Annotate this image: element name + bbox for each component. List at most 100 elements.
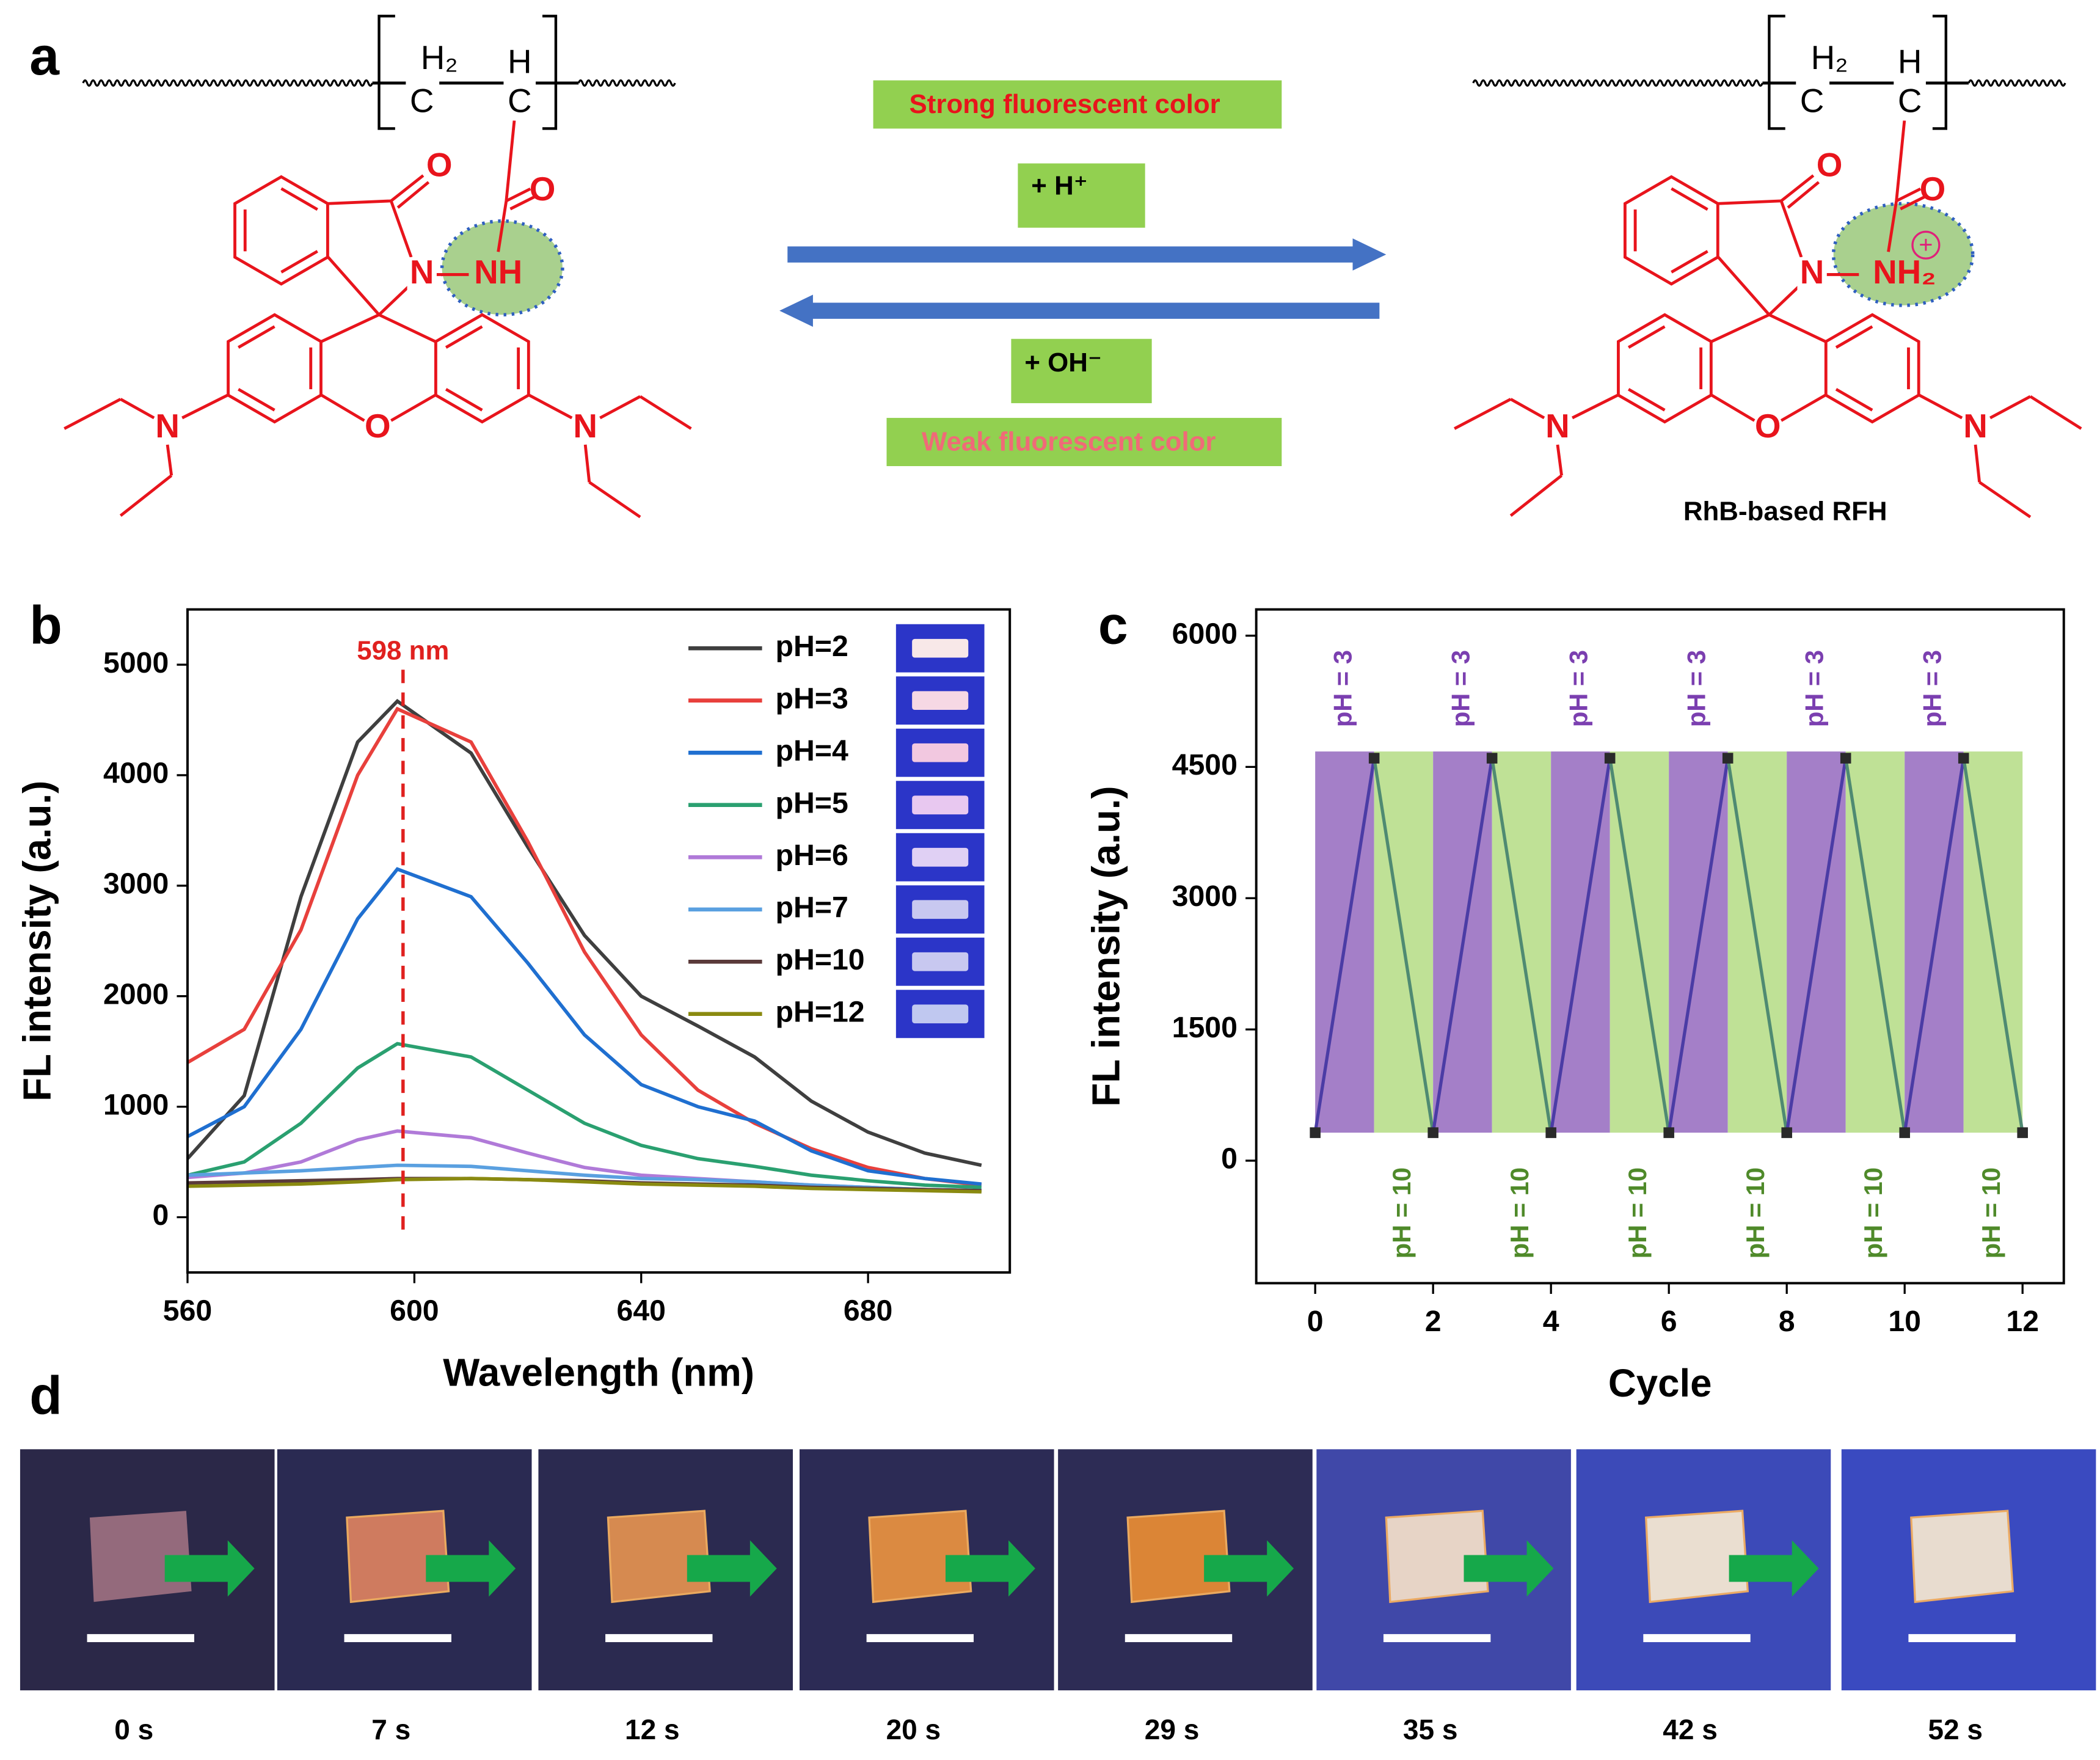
polymer-chain [1967,79,2066,87]
bond [1978,481,2032,519]
y-tick-label: 6000 [1172,617,1238,650]
legend-label: pH=10 [776,943,865,976]
cycle-point [1663,1127,1674,1138]
y-tick-label: 1500 [1172,1011,1238,1044]
panel-label: a [29,26,60,86]
atom-label: O [426,146,453,184]
scale-bar [344,1634,451,1643]
bond [445,325,483,349]
ring [233,175,329,286]
ph-label: pH = 3 [1564,650,1592,727]
bond [166,444,173,476]
y-tick-label: 2000 [103,977,169,1010]
atom-label: H₂ [1811,38,1848,76]
bond [1510,398,1545,420]
bond [321,313,380,343]
cycle-point [1368,753,1380,764]
condition-top: Strong fluorescent color [910,89,1220,119]
bond [1671,250,1708,274]
time-label: 7 s [371,1714,410,1745]
bond [1572,393,1619,420]
ph-label: pH = 10 [1741,1167,1770,1258]
bond [328,199,392,205]
atom-label: O [1920,170,1946,208]
ph-label: pH = 3 [1446,650,1475,727]
cycle-point [1310,1127,1321,1138]
bond [1717,256,1771,316]
bond [1900,195,1925,211]
bond [377,285,410,316]
condition-bottom: Weak fluorescent color [922,426,1216,456]
bond [119,474,173,517]
bond [639,395,692,430]
spectrum-line [186,699,982,1167]
ring [434,313,530,424]
ph-label: pH = 3 [1682,650,1710,727]
time-label: 52 s [1928,1714,1983,1745]
spectrum-line [187,1177,982,1194]
bracket [542,15,558,130]
charge-circle [1911,230,1941,260]
atom-bg [1895,86,1925,121]
bond [1509,474,1563,517]
cycle-point [1427,1127,1438,1138]
x-axis-title: Wavelength (nm) [443,1351,754,1395]
legend-strip [912,743,969,762]
cycle-point [1958,753,1969,764]
y-tick-label: 3000 [1172,880,1238,913]
y-tick-label: 1000 [103,1088,169,1121]
time-label: 35 s [1403,1714,1458,1745]
y-tick-label: 4500 [1172,748,1238,781]
legend-strip [912,847,969,867]
bond [528,393,573,420]
y-tick-label: 0 [152,1199,169,1232]
cycle-line [1726,758,1788,1133]
atom-label: H [1898,43,1922,81]
cycle-point [2017,1127,2028,1138]
bond [1768,285,1800,316]
bond [588,481,641,519]
legend-label: pH=7 [776,891,848,924]
bond [1895,120,1906,202]
legend-label: pH=2 [776,630,848,663]
atom-bg [1797,257,1827,292]
panel-label: d [29,1365,62,1425]
x-tick-label: 640 [617,1294,666,1327]
bond [321,393,365,422]
bond [1780,393,1826,422]
bond [1768,313,1826,343]
bond [1895,187,1922,203]
charge: + [1919,232,1933,258]
atom-label: C [410,81,434,119]
y-tick-label: 5000 [103,646,169,679]
ph-label: pH = 10 [1977,1167,2005,1258]
atom-label: O [530,170,556,208]
cycle-line [1844,758,1906,1133]
product-name: RhB-based RFH [1683,496,1887,526]
atom-bg [1797,86,1827,121]
bond [390,174,425,202]
legend-label: pH=6 [776,839,848,872]
x-tick-label: 560 [163,1294,212,1327]
cycle-line [1313,758,1376,1133]
atom-label: O [1755,407,1781,445]
time-label: 12 s [625,1714,680,1745]
polymer-chain [82,79,374,87]
atom-label: C [1800,81,1825,119]
cycle-point [1545,1127,1556,1138]
y-tick-label: 0 [1221,1142,1238,1175]
panel-label: c [1098,596,1128,655]
arrow-back [779,294,1380,327]
polymer-chain [577,79,676,87]
ring [227,313,323,424]
bond [238,325,275,349]
time-label: 20 s [886,1714,941,1745]
atom-label: O [365,407,391,445]
atom-bg [505,86,534,121]
bond [327,256,381,316]
legend-label: pH=3 [776,682,848,715]
cycle-point [1840,753,1851,764]
cycle-line [1431,758,1494,1133]
